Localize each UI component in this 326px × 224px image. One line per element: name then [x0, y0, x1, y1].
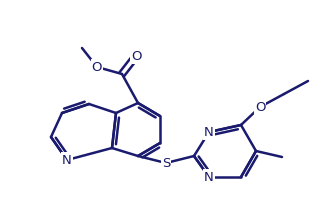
Text: O: O	[131, 50, 141, 62]
Text: S: S	[162, 157, 170, 170]
Text: O: O	[255, 101, 265, 114]
Text: N: N	[204, 125, 214, 138]
Text: N: N	[62, 153, 72, 166]
Text: O: O	[92, 60, 102, 73]
Text: N: N	[204, 170, 214, 183]
